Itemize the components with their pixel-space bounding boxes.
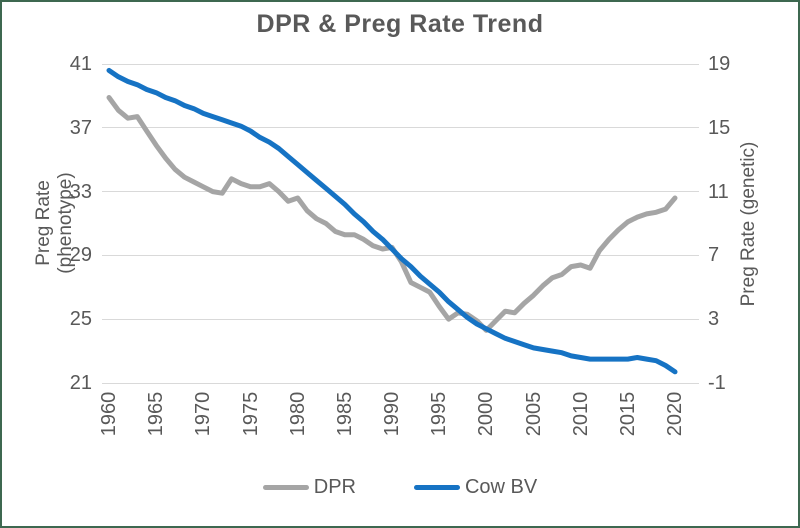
legend: DPR Cow BV [2,476,798,499]
cow-bv-line-swatch [413,485,460,490]
y-axis-tick-label-left: 41 [69,53,92,75]
cow-bv-line [106,67,678,375]
x-axis-tick-label: 2005 [522,391,545,437]
x-axis-tick-label: 2015 [616,391,639,437]
gridline [102,63,699,65]
x-axis-tick-label: 2020 [664,391,686,437]
y-axis-tick-label-right: 19 [708,53,731,75]
y-axis-tick-label-right: 7 [708,244,720,267]
y-axis-tick-label-left: 37 [69,116,92,139]
left-axis-title: Preg Rate (phenotype) [33,172,76,274]
y-axis-tick-label-left: 25 [69,308,92,331]
y-axis-tick-label-left: 29 [69,244,92,267]
y-axis-tick-label-right: -1 [708,372,726,394]
chart-title: DPR & Preg Rate Trend [256,10,544,38]
dpr-line-swatch [262,485,309,490]
x-axis-tick-label: 1970 [192,391,215,437]
x-axis-tick-label: 2000 [475,391,498,437]
gridline [102,254,699,256]
y-axis-tick-label-right: 3 [708,308,720,331]
legend-item-cow-bv: Cow BV [413,476,538,499]
gridline [102,318,699,320]
gridline [102,382,699,384]
x-axis-tick-label: 1990 [381,391,403,437]
gridline [102,127,699,129]
x-axis-tick-label: 1995 [428,391,451,437]
x-axis-tick-label: 1960 [98,391,120,437]
legend-label-dpr: DPR [313,476,356,498]
y-axis-tick-label-right: 11 [708,180,729,203]
x-axis-tick-label: 1975 [239,391,262,437]
right-axis-title: Preg Rate (genetic) [738,141,759,307]
x-axis-tick-label: 1985 [333,391,356,437]
dpr-line [106,95,678,333]
x-axis-tick-label: 1980 [286,391,309,437]
y-axis-tick-label-left: 33 [69,180,92,203]
x-axis-tick-label: 1965 [145,391,168,437]
gridline [102,191,699,193]
x-axis-tick-label: 2010 [569,391,592,437]
legend-item-dpr: DPR [262,476,356,499]
legend-label-cow-bv: Cow BV [464,476,538,498]
y-axis-tick-label-left: 21 [69,372,92,394]
y-axis-tick-label-right: 15 [708,116,731,139]
